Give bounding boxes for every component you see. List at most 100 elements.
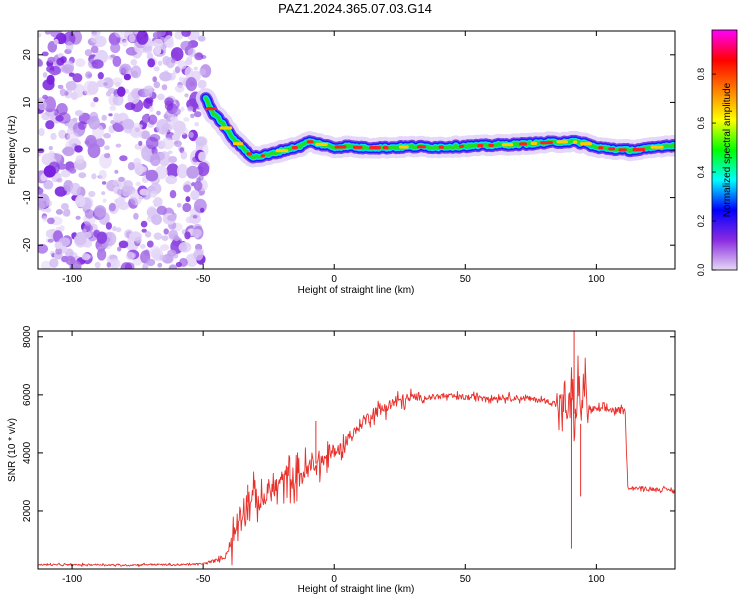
noise-blob (85, 71, 93, 79)
noise-blob (193, 66, 198, 71)
ridge-peak (598, 146, 604, 150)
x-tick-label: 50 (460, 574, 472, 585)
noise-blob (124, 102, 136, 111)
noise-blob (130, 59, 138, 66)
colorbar-tick-label: 0.6 (696, 117, 706, 130)
noise-blob (164, 35, 174, 48)
ridge-peak (519, 142, 527, 146)
colorbar-tick-label: 0.4 (696, 166, 706, 179)
noise-blob (84, 209, 95, 219)
ridge-peak (501, 143, 514, 147)
noise-blob (161, 84, 168, 91)
noise-blob (194, 52, 204, 61)
noise-blob (145, 136, 159, 150)
y-tick-label: 0 (22, 147, 33, 153)
ridge-peak (219, 126, 233, 130)
noise-blob (43, 179, 54, 190)
spectrogram-y-ticks: -20 -10 0 10 20 (22, 49, 675, 253)
noise-blob (143, 85, 154, 94)
ridge-peak (580, 142, 592, 146)
y-tick-label: 10 (22, 96, 33, 108)
noise-blob (94, 261, 101, 269)
noise-blob (140, 244, 146, 249)
noise-blob (195, 136, 208, 147)
noise-blob (192, 215, 198, 219)
noise-blob (94, 205, 107, 218)
noise-blob (112, 94, 124, 106)
noise-blob (180, 244, 188, 252)
noise-blob (81, 253, 91, 261)
x-tick-label: 50 (460, 274, 472, 285)
noise-blob (190, 190, 200, 201)
spectrogram-x-axis-label: Height of straight line (km) (298, 285, 415, 296)
colorbar-gradient (712, 30, 737, 270)
noise-blob (184, 231, 191, 240)
noise-blob (185, 196, 191, 203)
noise-blob (71, 232, 77, 238)
noise-blob (141, 228, 147, 233)
noise-blob (117, 201, 130, 211)
noise-blob (197, 35, 206, 42)
noise-blob (49, 31, 62, 38)
noise-blob (54, 241, 63, 250)
noise-blob (91, 173, 97, 180)
noise-blob (41, 51, 49, 57)
noise-blob (74, 110, 84, 117)
colorbar-frame (711, 29, 738, 271)
noise-blob (182, 202, 192, 213)
noise-blob (120, 262, 133, 269)
noise-blob (160, 244, 170, 251)
noise-blob (157, 262, 163, 268)
noise-blob (38, 128, 45, 137)
spectrogram-x-ticks: -100 -50 0 50 100 (62, 31, 605, 285)
noise-blob (44, 31, 51, 35)
ridge-peak (334, 145, 347, 149)
colorbar-label: Normalized spectral amplitude (722, 82, 733, 217)
noise-blob (161, 235, 169, 242)
noise-blob (112, 226, 117, 232)
noise-blob (184, 59, 193, 66)
ridge-peak (618, 148, 627, 152)
noise-blob (176, 163, 189, 179)
ridge-peak (369, 146, 381, 150)
noise-blob (156, 31, 166, 37)
noise-blob (117, 246, 122, 252)
snr-y-axis-label: SNR (10 * v/v) (7, 418, 18, 482)
ridge-peak (353, 145, 363, 149)
noise-blob (74, 231, 87, 246)
y-tick-label: -20 (22, 238, 33, 253)
noise-blob (125, 251, 135, 261)
noise-blob (158, 151, 171, 167)
noise-blob (112, 55, 122, 67)
noise-blob (108, 202, 116, 212)
noise-blob (108, 258, 121, 269)
noise-blob (166, 163, 180, 178)
ridge-peak (632, 148, 646, 152)
noise-blob (99, 153, 112, 169)
noise-blob (59, 225, 65, 232)
noise-blob (169, 190, 177, 199)
ridge-peak (650, 145, 664, 149)
noise-blob (101, 191, 106, 196)
noise-blob (179, 257, 188, 267)
noise-blob (153, 197, 163, 207)
noise-blob (185, 216, 194, 224)
noise-blob (134, 163, 144, 176)
noise-blob (98, 169, 107, 180)
chart-title: PAZ1.2024.365.07.03.G14 (278, 1, 432, 16)
noise-blob (136, 31, 149, 45)
colorbar-tick-label: 0.2 (696, 215, 706, 228)
noise-blob (177, 60, 187, 70)
noise-blob (117, 86, 126, 97)
noise-blob (78, 121, 87, 130)
noise-blob (90, 45, 99, 54)
noise-blob (96, 248, 107, 261)
x-tick-label: 0 (331, 274, 337, 285)
ridge-peak (291, 146, 298, 150)
noise-blob (197, 79, 207, 89)
noise-blob (103, 82, 108, 86)
ridge-peak (246, 152, 253, 156)
noise-blob (140, 220, 148, 228)
noise-blob (177, 127, 189, 136)
noise-blob (187, 47, 196, 58)
